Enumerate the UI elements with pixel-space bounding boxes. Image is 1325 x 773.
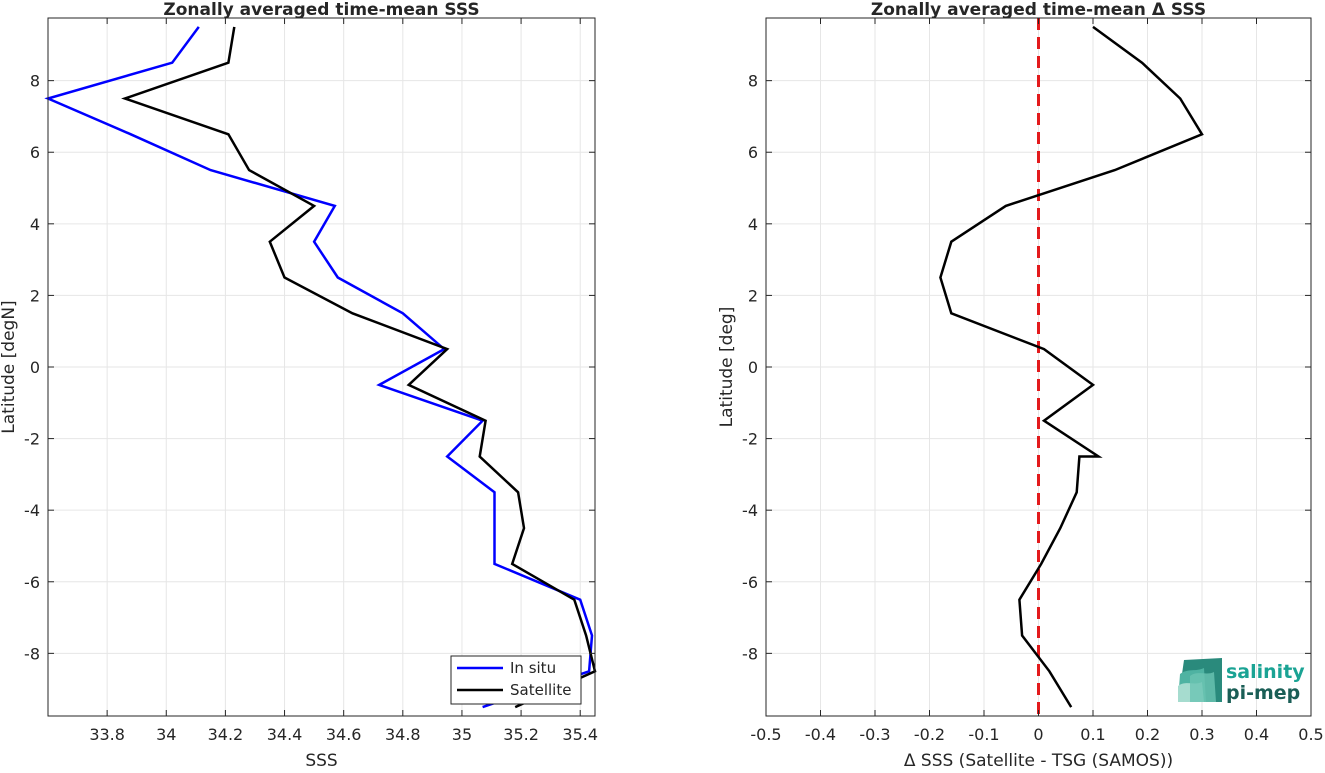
x-tick-label: -0.1 [968,725,999,744]
x-tick-label: 0.1 [1080,725,1105,744]
y-tick-label: 0 [30,358,40,377]
x-tick-label: 34.2 [208,725,244,744]
y-tick-label: 2 [30,286,40,305]
x-tick-label: 0.2 [1135,725,1160,744]
legend-entry: Satellite [510,681,571,699]
y-tick-label: 6 [30,143,40,162]
legend-entry: In situ [510,659,556,677]
y-tick-label: -2 [24,430,40,449]
chart-title: Zonally averaged time-mean SSS [163,0,479,20]
y-tick-label: -4 [24,501,40,520]
series-line-satellite [121,26,597,709]
y-tick-label: -8 [24,644,40,663]
y-tick-label: 2 [748,286,758,305]
y-tick-label: -2 [742,430,758,449]
series-line-delta-sss [939,25,1204,708]
x-tick-label: 35.4 [562,725,598,744]
x-tick-label: 35 [452,725,472,744]
x-tick-label: 0.4 [1244,725,1269,744]
x-tick-label: 0.3 [1189,725,1214,744]
x-tick-label: 0 [1033,725,1043,744]
x-tick-label: 34.6 [326,725,362,744]
y-tick-label: -6 [24,573,40,592]
y-tick-label: -6 [742,573,758,592]
x-axis-label: SSS [305,751,337,769]
legend-box [450,655,582,705]
x-tick-label: -0.5 [750,725,781,744]
y-tick-label: 8 [30,72,40,91]
y-tick-label: -4 [742,501,758,520]
x-tick-label: -0.4 [805,725,836,744]
chart-panel-right: -0.5 -0.4 -0.3 -0.2 -0.1 0 0.1 0.2 0.3 0.4 0.5 -8 -6… [717,0,1324,771]
x-tick-label: -0.3 [859,725,890,744]
y-axis-label: Latitude [deg] [717,307,737,428]
chart-title: Zonally averaged time-mean Δ SSS [871,0,1206,20]
y-tick-label: -8 [742,644,758,663]
x-tick-label: 34.8 [385,725,421,744]
y-tick-label: 6 [748,143,758,162]
x-tick-label: 34 [156,725,176,744]
y-tick-label: 0 [748,358,758,377]
logo-line2: pi-mep [1226,682,1300,704]
chart-panel-left: 33.8 34 34.2 34.4 34.6 34.8 35 35.2 35.4 -8 -6 -4 -2… [0,0,598,771]
x-axis-label: Δ SSS (Satellite - TSG (SAMOS)) [904,751,1173,769]
x-tick-label: 0.5 [1298,725,1323,744]
legend: In situ Satellite [450,655,582,705]
wave-logo-icon [1178,658,1222,702]
x-tick-label: -0.2 [914,725,945,744]
y-tick-label: 8 [748,72,758,91]
y-tick-label: 4 [748,215,758,234]
x-tick-label: 35.2 [503,725,539,744]
y-axis-label: Latitude [degN] [0,300,19,433]
x-tick-label: 33.8 [89,725,125,744]
salinity-pimep-logo: salinity pi-mep [1176,656,1306,706]
logo-line1: salinity [1226,661,1305,683]
y-tick-label: 4 [30,215,40,234]
x-tick-label: 34.4 [267,725,303,744]
